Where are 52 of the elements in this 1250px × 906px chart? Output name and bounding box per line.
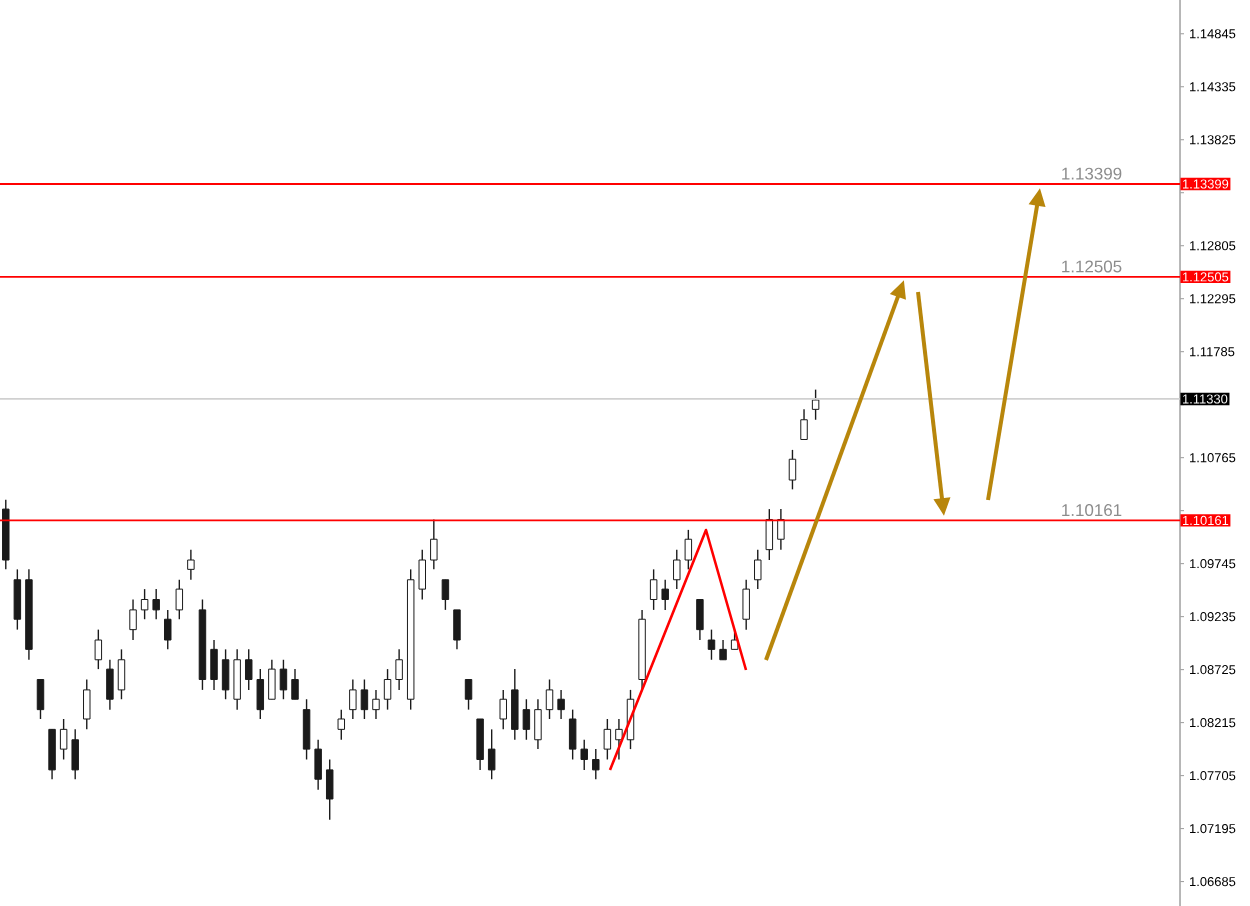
candlestick: [788, 449, 797, 491]
candlestick: [175, 579, 184, 620]
candlestick: [395, 648, 403, 691]
candlestick: [464, 678, 473, 711]
candlestick: [545, 678, 554, 720]
candlestick: [13, 568, 22, 631]
candlestick: [94, 628, 103, 670]
candlestick: [187, 548, 195, 581]
candlestick: [430, 518, 438, 571]
candlestick: [453, 609, 461, 651]
candlestick: [754, 548, 762, 590]
candlestick: [615, 718, 623, 761]
candlestick: [117, 648, 126, 700]
candlestick: [291, 668, 299, 700]
candlestick: [719, 639, 727, 661]
candlestick: [164, 609, 172, 651]
candlestick: [129, 598, 137, 641]
candlestick: [210, 639, 218, 691]
candlestick: [337, 708, 346, 741]
candlestick: [83, 678, 91, 731]
candlestick: [106, 659, 114, 711]
candlestick: [48, 728, 56, 780]
candlestick: [742, 579, 750, 631]
candlestick: [811, 388, 820, 421]
candlestick: [233, 648, 241, 711]
candlestick: [696, 598, 704, 641]
candlestick: [800, 408, 808, 441]
candlestick: [314, 739, 322, 791]
candlestick: [279, 659, 288, 700]
candlestick: [325, 758, 334, 821]
candlestick: [603, 718, 612, 761]
candlestick: [534, 698, 542, 750]
candlestick: [360, 678, 369, 720]
candlestick: [476, 718, 484, 771]
candlestick: [268, 659, 276, 700]
annotation: 1.12505: [1062, 260, 1122, 273]
candlestick: [777, 508, 785, 551]
candlestick: [707, 628, 716, 661]
candlestick: [36, 678, 45, 720]
candlestick: [499, 689, 507, 731]
annotation: 1.10161: [1062, 504, 1122, 517]
candlestick: [557, 689, 565, 720]
candlestick: [487, 728, 496, 780]
candlestick: [441, 579, 450, 611]
candlestick: [383, 668, 392, 711]
candlestick: [349, 678, 357, 720]
annotation: 1.13399: [1062, 167, 1122, 180]
candlestick: [765, 508, 774, 561]
candlestick: [221, 648, 230, 700]
candlestick: [302, 698, 311, 761]
candlestick: [372, 689, 380, 720]
candlestick: [592, 748, 600, 780]
